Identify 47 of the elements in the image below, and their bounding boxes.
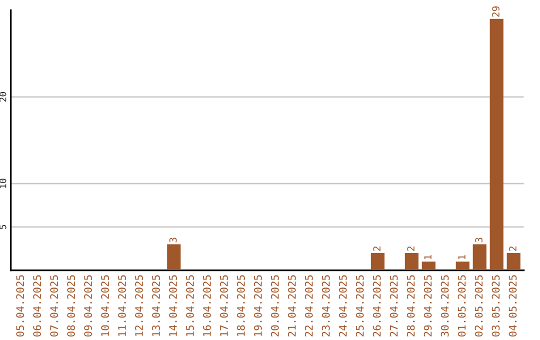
data-label: 1 bbox=[424, 255, 432, 260]
x-tick-label: 13.04.2025 bbox=[152, 275, 160, 336]
x-tick-label: 24.04.2025 bbox=[338, 275, 347, 336]
x-tick-label: 18.04.2025 bbox=[236, 275, 245, 336]
data-label: 2 bbox=[407, 246, 414, 251]
data-label: 3 bbox=[169, 238, 177, 242]
x-tick-label: 01.05.2025 bbox=[458, 275, 466, 336]
x-tick-label: 19.04.2025 bbox=[254, 275, 262, 336]
x-tick-label: 09.04.2025 bbox=[84, 275, 92, 336]
x-tick-label: 30.04.2025 bbox=[440, 275, 449, 336]
x-tick-label: 29.04.2025 bbox=[424, 275, 432, 336]
bar bbox=[506, 252, 520, 270]
x-tick-label: 20.04.2025 bbox=[270, 275, 279, 336]
x-tick-label: 15.04.2025 bbox=[186, 275, 194, 336]
x-tick-label: 08.04.2025 bbox=[67, 275, 75, 336]
x-tick-label: 17.04.2025 bbox=[220, 275, 228, 336]
data-label: 29 bbox=[492, 6, 500, 17]
data-label: 1 bbox=[458, 255, 466, 260]
x-tick-label: 27.04.2025 bbox=[390, 275, 398, 336]
x-tick-label: 14.04.2025 bbox=[169, 275, 177, 336]
x-tick-label: 11.04.2025 bbox=[118, 275, 126, 336]
data-label: 3 bbox=[475, 238, 482, 242]
x-tick-label: 12.04.2025 bbox=[135, 275, 143, 336]
bar bbox=[422, 262, 436, 270]
x-tick-label: 21.04.2025 bbox=[288, 275, 296, 336]
x-tick-label: 07.04.2025 bbox=[50, 275, 58, 336]
x-tick-label: 05.04.2025 bbox=[16, 275, 24, 336]
x-tick-label: 23.04.2025 bbox=[322, 275, 330, 336]
y-tick-label: 5 bbox=[0, 224, 6, 230]
x-tick-label: 26.04.2025 bbox=[372, 275, 381, 336]
x-tick-label: 10.04.2025 bbox=[101, 275, 109, 336]
bar bbox=[472, 244, 486, 270]
x-tick-label: 22.04.2025 bbox=[304, 275, 313, 336]
x-tick-label: 06.04.2025 bbox=[33, 275, 42, 336]
x-tick-label: 16.04.2025 bbox=[203, 275, 211, 336]
x-tick-label: 28.04.2025 bbox=[406, 275, 415, 336]
bar bbox=[490, 18, 504, 270]
data-label: 2 bbox=[373, 246, 380, 251]
x-tick-label: 25.04.2025 bbox=[356, 275, 364, 336]
bar bbox=[167, 244, 181, 270]
x-tick-label: 03.05.2025 bbox=[492, 275, 500, 336]
bar bbox=[370, 252, 385, 270]
bar bbox=[456, 262, 470, 270]
x-tick-label: 02.05.2025 bbox=[474, 275, 483, 336]
x-tick-label: 04.05.2025 bbox=[508, 275, 517, 336]
data-label: 2 bbox=[509, 246, 516, 251]
bar bbox=[404, 252, 418, 270]
